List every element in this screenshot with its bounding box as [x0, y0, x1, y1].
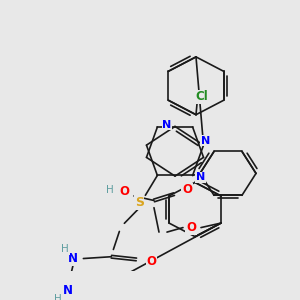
Text: O: O [119, 185, 129, 198]
Text: N: N [196, 172, 205, 182]
Text: O: O [186, 221, 196, 234]
Text: O: O [146, 255, 156, 268]
Text: H: H [55, 294, 62, 300]
Text: H: H [106, 184, 114, 195]
Text: H: H [61, 244, 69, 254]
Text: N: N [68, 252, 78, 265]
Text: N: N [201, 136, 210, 146]
Text: S: S [135, 196, 144, 209]
Text: N: N [162, 120, 172, 130]
Text: Cl: Cl [196, 90, 208, 103]
Text: N: N [63, 284, 74, 297]
Text: O: O [182, 183, 192, 196]
